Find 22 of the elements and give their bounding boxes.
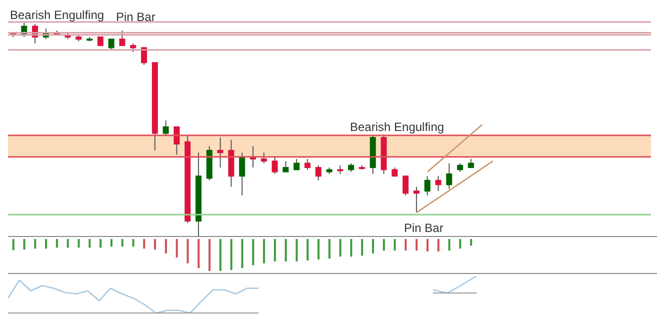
candlestick [304,158,310,170]
candlestick [272,156,278,174]
annotation: Pin Bar [116,10,156,24]
annotation: Bearish Engulfing [350,120,444,134]
candlestick [119,30,126,46]
candlestick [217,137,224,168]
candlestick [282,160,289,172]
candlestick [260,152,267,164]
candlestick [108,38,114,50]
candlestick [402,176,409,196]
candlestick [413,186,420,213]
annotation: Pin Bar [404,221,444,235]
candlestick [174,126,180,156]
candlestick [294,158,300,170]
candlestick [141,47,148,66]
candlestick [315,164,322,181]
candlestick [162,120,169,136]
candlestick [239,152,246,196]
candlestick [435,176,442,192]
candlestick [424,176,430,196]
annotation: Bearish Engulfing [10,8,104,22]
candlestick [446,162,452,190]
